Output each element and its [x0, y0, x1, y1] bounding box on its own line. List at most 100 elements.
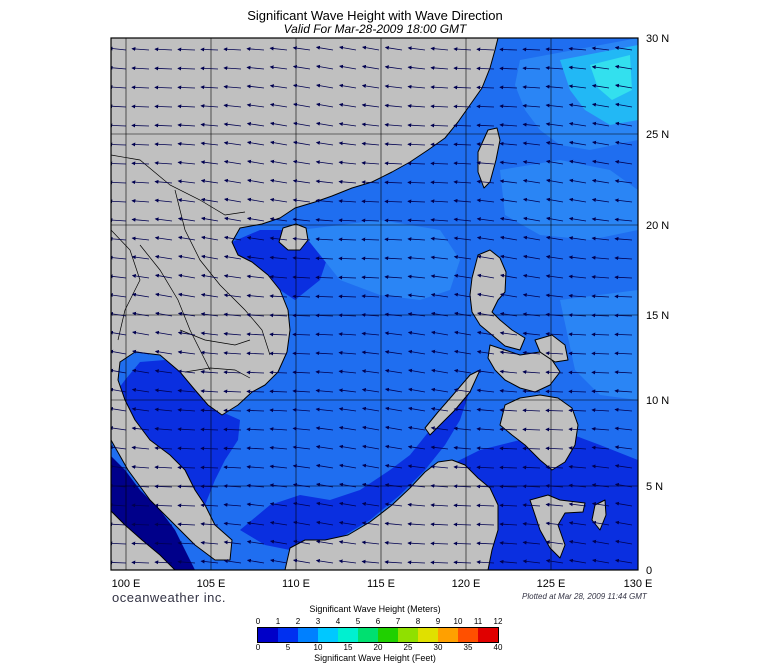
- chart-title: Significant Wave Height with Wave Direct…: [247, 8, 503, 23]
- wave-arrow: [384, 368, 403, 374]
- wave-arrow: [453, 503, 472, 508]
- wave-arrow: [131, 161, 150, 166]
- wave-arrow: [431, 349, 449, 355]
- wave-arrow: [430, 406, 449, 412]
- wave-arrow: [499, 369, 518, 374]
- wave-arrow: [568, 65, 587, 70]
- wave-arrow: [591, 370, 610, 375]
- lat-tick-label: 20 N: [646, 220, 669, 232]
- land-samar: [534, 334, 569, 363]
- wave-arrow: [361, 237, 380, 242]
- colorbar-feet-label: 15: [343, 643, 353, 652]
- wave-arrow: [111, 368, 127, 374]
- colorbar-feet-label: 0: [255, 643, 261, 652]
- wave-arrow: [522, 427, 541, 432]
- wave-arrow: [545, 84, 564, 89]
- wave-arrow: [292, 426, 311, 431]
- wave-arrow: [499, 292, 518, 298]
- wave-arrow: [131, 236, 150, 241]
- wave-arrow: [154, 142, 173, 147]
- wave-arrow: [384, 312, 403, 317]
- wave-arrow: [454, 311, 472, 317]
- wave-arrow: [407, 464, 426, 469]
- wave-arrow: [292, 256, 311, 261]
- colorbar-feet-label: 30: [433, 643, 443, 652]
- wave-arrow: [454, 330, 472, 336]
- wave-arrow: [407, 123, 426, 128]
- wave-arrow: [362, 45, 380, 51]
- colorbar-feet-label: 5: [285, 643, 291, 652]
- wave-arrow: [568, 197, 587, 203]
- wave-arrow: [362, 463, 380, 469]
- wave-arrow: [522, 540, 541, 545]
- wave-arrow: [476, 254, 495, 260]
- wave-arrow: [453, 465, 472, 470]
- wave-arrow: [522, 446, 541, 451]
- wave-arrow: [362, 444, 380, 450]
- wave-arrow: [223, 122, 242, 127]
- wave-arrow: [522, 141, 541, 146]
- wave-arrow: [154, 426, 173, 431]
- wave-arrow: [545, 370, 564, 375]
- wave-arrow: [131, 292, 150, 298]
- wave-arrow: [476, 407, 495, 412]
- lon-tick-label: 115 E: [367, 578, 395, 590]
- colorbar-feet-label: 40: [493, 643, 503, 652]
- wave-arrow: [568, 293, 587, 298]
- wave-arrow: [315, 217, 334, 222]
- wave-arrow: [453, 236, 472, 241]
- wave-arrow: [361, 122, 380, 127]
- wave-arrow: [591, 46, 610, 51]
- wave-arrow: [591, 294, 610, 299]
- wave-arrow: [384, 218, 403, 223]
- wave-arrow: [269, 178, 288, 184]
- wave-arrow: [545, 235, 564, 241]
- wave-arrow: [453, 142, 472, 147]
- wave-arrow: [453, 255, 472, 260]
- wave-arrow: [476, 427, 495, 431]
- wave-arrow: [338, 501, 357, 507]
- wave-arrow: [407, 541, 426, 546]
- wave-arrow: [522, 85, 541, 90]
- wave-arrow: [338, 275, 357, 280]
- wave-arrow: [522, 331, 541, 336]
- wave-arrow: [592, 558, 610, 564]
- wave-arrow: [339, 64, 357, 70]
- wave-arrow: [500, 235, 518, 241]
- wave-arrow: [361, 331, 380, 336]
- wave-arrow: [522, 122, 541, 127]
- wave-arrow: [269, 65, 288, 70]
- wave-arrow: [546, 178, 564, 184]
- wave-arrow: [269, 197, 288, 203]
- wave-arrow: [591, 464, 610, 469]
- wave-arrow: [246, 121, 265, 127]
- wave-arrow: [338, 141, 357, 146]
- wave-arrow: [499, 541, 518, 546]
- wave-arrow: [545, 47, 564, 52]
- wave-arrow: [315, 426, 334, 431]
- wave-arrow: [522, 408, 541, 413]
- wave-arrow: [362, 425, 380, 431]
- wave-arrow: [522, 293, 541, 298]
- colorbar-swatch: [258, 628, 278, 642]
- wave-arrow: [476, 179, 495, 184]
- wave-arrow: [154, 273, 173, 279]
- wave-arrow: [499, 484, 518, 489]
- wave-arrow: [246, 351, 265, 356]
- wave-arrow: [591, 198, 610, 203]
- wave-arrow: [453, 292, 472, 298]
- wave-arrow: [269, 84, 288, 89]
- wave-arrow: [545, 351, 564, 356]
- wave-arrow: [292, 236, 311, 241]
- wave-arrow: [476, 541, 495, 546]
- wave-arrow: [430, 65, 449, 70]
- wave-arrow: [246, 236, 265, 241]
- wave-arrow: [247, 159, 265, 165]
- wave-arrow: [131, 255, 150, 260]
- wave-arrow: [614, 179, 633, 184]
- wave-arrow: [407, 330, 426, 336]
- wave-arrow: [246, 312, 265, 317]
- wave-arrow: [131, 46, 150, 51]
- wave-arrow: [568, 558, 587, 564]
- land-mindanao: [499, 394, 579, 471]
